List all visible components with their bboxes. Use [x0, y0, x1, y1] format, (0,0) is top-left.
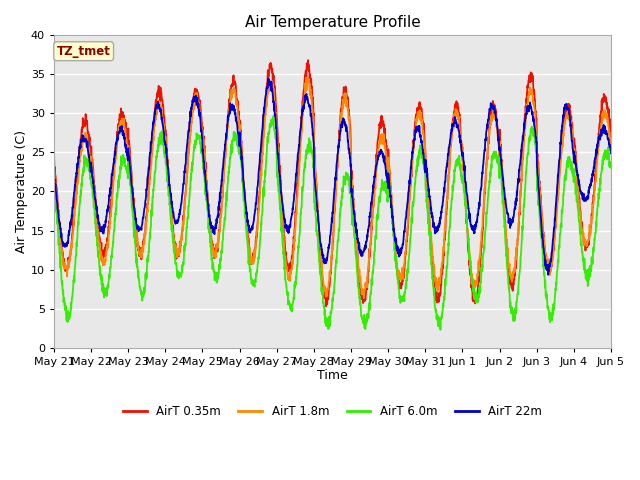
AirT 6.0m [361, 319, 369, 325]
AirT 0.35m [322, 303, 330, 309]
AirT 0.35m [574, 176, 582, 181]
AirT 1.8m [495, 144, 502, 149]
AirT 1.8m [360, 295, 367, 301]
AirT 22m [205, 213, 213, 219]
AirT 6.0m [349, 211, 356, 217]
AirT 1.8m [361, 286, 369, 291]
AirT 22m [574, 171, 582, 177]
AirT 6.0m [607, 163, 615, 168]
AirT 0.35m [607, 132, 615, 138]
AirT 6.0m [574, 205, 582, 211]
AirT 0.35m [205, 215, 213, 220]
Line: AirT 1.8m: AirT 1.8m [54, 78, 611, 298]
AirT 1.8m [303, 75, 310, 81]
Text: TZ_tmet: TZ_tmet [57, 45, 111, 58]
AirT 22m [265, 75, 273, 81]
AirT 6.0m [436, 327, 444, 333]
AirT 22m [50, 173, 58, 179]
AirT 0.35m [495, 142, 502, 147]
Line: AirT 0.35m: AirT 0.35m [54, 60, 611, 306]
AirT 22m [545, 272, 552, 277]
AirT 0.35m [304, 57, 312, 63]
AirT 1.8m [607, 145, 615, 151]
AirT 6.0m [205, 230, 213, 236]
AirT 1.8m [50, 165, 58, 170]
AirT 22m [495, 135, 502, 141]
Y-axis label: Air Temperature (C): Air Temperature (C) [15, 130, 28, 253]
AirT 22m [349, 197, 356, 203]
AirT 1.8m [574, 183, 582, 189]
AirT 0.35m [361, 292, 369, 298]
X-axis label: Time: Time [317, 370, 348, 383]
Legend: AirT 0.35m, AirT 1.8m, AirT 6.0m, AirT 22m: AirT 0.35m, AirT 1.8m, AirT 6.0m, AirT 2… [118, 400, 547, 423]
AirT 22m [361, 247, 369, 252]
AirT 0.35m [50, 151, 58, 157]
AirT 22m [607, 150, 615, 156]
AirT 6.0m [495, 163, 502, 169]
AirT 0.35m [349, 187, 357, 193]
AirT 6.0m [269, 113, 277, 119]
AirT 1.8m [349, 197, 356, 203]
AirT 22m [558, 124, 566, 130]
AirT 6.0m [50, 184, 58, 190]
AirT 1.8m [558, 134, 566, 140]
AirT 1.8m [205, 225, 213, 230]
Title: Air Temperature Profile: Air Temperature Profile [244, 15, 420, 30]
AirT 6.0m [558, 210, 566, 216]
Line: AirT 22m: AirT 22m [54, 78, 611, 275]
AirT 0.35m [558, 133, 566, 139]
Line: AirT 6.0m: AirT 6.0m [54, 116, 611, 330]
